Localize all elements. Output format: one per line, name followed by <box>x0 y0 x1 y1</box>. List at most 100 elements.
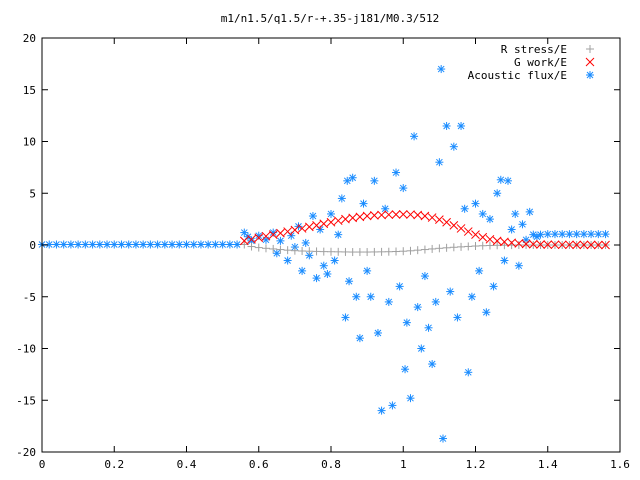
data-point <box>261 231 271 241</box>
data-point <box>66 240 75 249</box>
data-point <box>601 240 610 250</box>
data-point <box>334 230 343 239</box>
data-point <box>565 240 574 250</box>
data-point <box>139 240 148 249</box>
data-point <box>442 121 451 130</box>
data-point <box>333 216 343 226</box>
x-tick-label: 1.4 <box>538 458 558 471</box>
data-point <box>81 240 90 249</box>
data-point <box>449 220 459 230</box>
y-tick-label: -15 <box>16 394 36 407</box>
data-point <box>594 230 603 239</box>
data-point <box>507 225 516 234</box>
x-tick-label: 0.8 <box>321 458 341 471</box>
data-point <box>392 168 401 177</box>
data-point <box>438 434 447 443</box>
data-point <box>276 228 285 238</box>
data-point <box>233 240 242 249</box>
data-point <box>478 241 487 250</box>
data-point <box>304 222 314 232</box>
data-point <box>586 240 596 250</box>
data-point <box>52 240 61 249</box>
x-tick-label: 0.2 <box>104 458 124 471</box>
data-point <box>308 212 317 221</box>
y-tick-label: 20 <box>23 32 36 45</box>
data-point <box>343 176 352 185</box>
data-point <box>565 230 574 239</box>
data-point <box>424 323 433 332</box>
y-tick-label: -10 <box>16 343 36 356</box>
data-point <box>557 240 567 250</box>
data-point <box>370 247 379 256</box>
data-point <box>442 243 451 252</box>
data-point <box>464 242 473 251</box>
data-point <box>348 213 358 223</box>
x-tick-label: 1.2 <box>466 458 486 471</box>
data-point <box>420 272 429 281</box>
data-point <box>536 230 545 239</box>
data-point <box>514 241 523 249</box>
data-point <box>345 277 354 286</box>
data-point <box>254 243 263 252</box>
data-point <box>298 247 307 256</box>
data-point <box>117 240 126 249</box>
legend-label: Acoustic flux/E <box>468 69 567 82</box>
x-tick-label: 0 <box>39 458 46 471</box>
data-point <box>59 240 68 249</box>
data-point <box>399 247 408 256</box>
data-point <box>471 230 480 240</box>
data-point <box>401 365 410 374</box>
data-point <box>572 240 582 250</box>
data-point <box>327 209 335 218</box>
data-point <box>247 242 256 251</box>
data-point <box>369 211 379 220</box>
data-point <box>528 239 538 249</box>
data-point <box>428 244 437 253</box>
data-point <box>392 247 401 256</box>
data-point <box>420 245 429 254</box>
data-point <box>88 240 97 249</box>
data-point <box>507 238 516 248</box>
data-point <box>153 240 162 249</box>
data-point <box>543 240 553 249</box>
data-point <box>211 240 220 249</box>
data-point <box>301 238 310 247</box>
y-tick-label: 0 <box>29 239 36 252</box>
data-point <box>457 242 466 251</box>
series-g-work-e <box>239 210 610 250</box>
data-point <box>312 247 321 256</box>
data-point <box>330 256 339 265</box>
data-point <box>319 219 329 229</box>
data-point <box>45 240 54 249</box>
data-point <box>427 213 437 222</box>
data-point <box>431 297 440 306</box>
data-point <box>348 173 357 182</box>
data-point <box>453 313 462 322</box>
data-point <box>269 228 278 237</box>
data-point <box>348 248 357 257</box>
data-point <box>543 230 552 239</box>
data-point <box>500 237 509 247</box>
data-point <box>326 217 336 227</box>
data-point <box>110 240 119 249</box>
data-point <box>355 212 365 222</box>
data-point <box>406 394 415 403</box>
data-point <box>334 247 343 256</box>
data-point <box>398 210 408 219</box>
data-point <box>496 175 505 184</box>
y-tick-label: 5 <box>29 187 36 200</box>
data-point <box>290 246 299 255</box>
x-tick-label: 1 <box>400 458 407 471</box>
data-point <box>269 244 278 253</box>
data-point <box>579 230 588 239</box>
data-point <box>529 241 538 249</box>
data-point <box>406 246 415 255</box>
data-point <box>377 406 386 415</box>
data-point <box>146 240 155 249</box>
data-point <box>410 132 419 141</box>
data-point <box>482 308 491 317</box>
data-point <box>413 246 422 255</box>
data-point <box>492 236 502 246</box>
data-point <box>457 121 466 130</box>
